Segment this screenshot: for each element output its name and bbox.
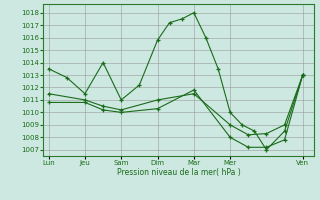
X-axis label: Pression niveau de la mer( hPa ): Pression niveau de la mer( hPa ) [116,168,240,177]
